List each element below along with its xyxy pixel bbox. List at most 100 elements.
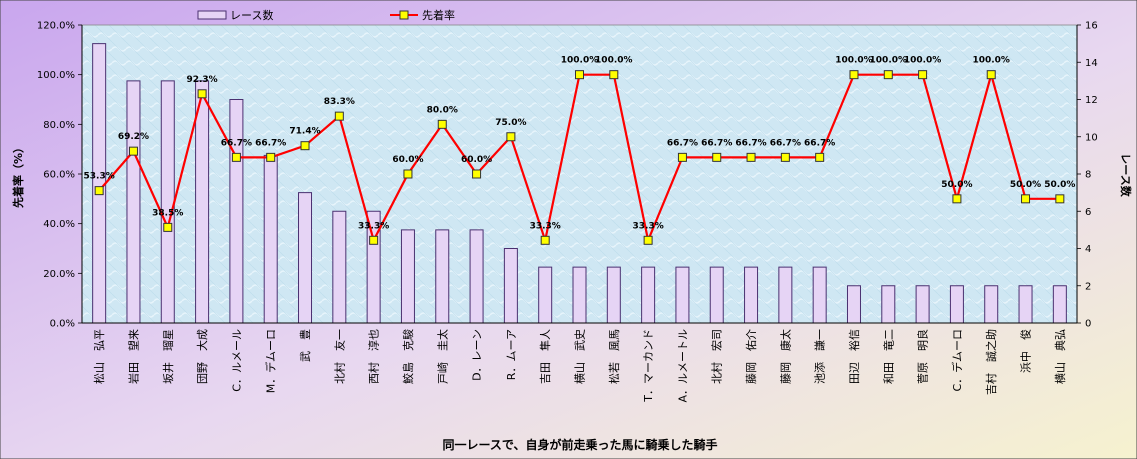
bar <box>195 80 210 324</box>
bar <box>641 266 656 324</box>
data-label: 75.0% <box>495 118 526 128</box>
left-axis-tick-label: 0.0% <box>50 319 75 330</box>
bar <box>812 266 827 324</box>
line-point <box>197 89 207 99</box>
right-axis-tick-label: 14 <box>1085 58 1098 69</box>
line-point <box>780 152 790 162</box>
bar <box>126 80 141 324</box>
x-tick-label: 松若 風馬 <box>607 329 621 384</box>
x-tick-label: 鮫島 克駿 <box>401 329 415 384</box>
left-axis-tick-label: 40.0% <box>43 219 75 230</box>
data-label: 60.0% <box>461 155 492 165</box>
data-label: 33.3% <box>530 221 561 231</box>
line-point <box>883 70 893 80</box>
bar <box>92 43 107 324</box>
x-axis: 松山 弘平 岩田 望来 坂井 瑠星 団野 大成 C．ルメール M．デムーロ 武 豊 北村 友一… <box>82 322 1077 403</box>
right-axis: 0 2 4 6 8 10 12 14 16 <box>1076 21 1098 330</box>
line-point <box>266 152 276 162</box>
data-label: 66.7% <box>804 138 835 148</box>
x-tick-label: A．ルメートル <box>676 329 689 403</box>
x-tick-label: 池添 謙一 <box>813 329 827 384</box>
data-label: 33.3% <box>358 221 389 231</box>
bar <box>984 285 999 324</box>
legend: レース数 先着率 <box>197 8 455 22</box>
left-axis: 0.0% 20.0% 40.0% 60.0% 80.0% 100.0% 120.0% <box>37 21 83 330</box>
line-point <box>677 152 687 162</box>
line-point <box>746 152 756 162</box>
line-point <box>1021 194 1031 204</box>
x-tick-label: 坂井 瑠星 <box>161 329 175 384</box>
x-tick-label: 田辺 裕信 <box>848 329 861 384</box>
legend-line-label: 先着率 <box>422 8 455 22</box>
line-point <box>163 222 173 232</box>
data-label: 66.7% <box>735 138 766 148</box>
legend-bar-swatch <box>197 10 227 20</box>
left-axis-tick-label: 80.0% <box>43 120 75 131</box>
x-tick-label: 岩田 望来 <box>126 329 140 384</box>
right-axis-tick-label: 4 <box>1085 244 1091 255</box>
bar <box>572 266 587 324</box>
x-tick-label: 団野 大成 <box>195 329 209 384</box>
x-tick-label: C．ルメール <box>230 329 243 392</box>
left-axis-title: 先着率（%） <box>11 142 25 208</box>
x-axis-title: 同一レースで、自身が前走乗った馬に騎乗した騎手 <box>443 437 718 452</box>
data-label: 66.7% <box>255 138 286 148</box>
left-axis-tick-label: 120.0% <box>37 21 75 32</box>
line-point <box>334 111 344 121</box>
data-label: 100.0% <box>835 56 873 66</box>
x-tick-label: 戸崎 圭太 <box>435 329 449 384</box>
x-tick-label: R．ムーア <box>505 329 518 380</box>
line-point <box>369 235 379 245</box>
data-label: 50.0% <box>1010 180 1041 190</box>
x-tick-label: 菅原 明良 <box>916 329 930 384</box>
data-label: 100.0% <box>904 56 942 66</box>
line-point <box>575 70 584 80</box>
right-axis-title: レース数 <box>1119 153 1133 197</box>
line-point <box>643 235 653 245</box>
data-label: 38.5% <box>152 208 183 218</box>
line-point <box>712 152 722 162</box>
line-point <box>849 70 859 80</box>
data-label: 80.0% <box>427 105 458 115</box>
x-tick-label: 藤岡 康太 <box>778 329 792 384</box>
data-label: 71.4% <box>289 127 320 137</box>
data-label: 100.0% <box>595 56 633 66</box>
line-series: 53.3%69.2%38.5%92.3%66.7% 66.7%71.4%83.3%… <box>84 56 1075 245</box>
bar-series <box>92 43 1067 324</box>
data-label: 92.3% <box>186 75 217 85</box>
data-label: 100.0% <box>972 56 1010 66</box>
bar <box>229 99 244 324</box>
line-point <box>506 132 516 142</box>
bar <box>1018 285 1033 324</box>
line-point <box>918 70 928 80</box>
bar <box>915 285 930 324</box>
data-label: 83.3% <box>324 97 355 107</box>
x-tick-label: T．マーカンド <box>642 329 655 403</box>
line-point <box>472 169 482 179</box>
x-tick-label: 和田 竜二 <box>881 329 895 384</box>
x-tick-label: M．デムーロ <box>264 329 278 393</box>
data-label: 66.7% <box>667 138 698 148</box>
x-tick-label: 吉村 誠之助 <box>984 329 998 395</box>
x-tick-label: 北村 友一 <box>332 329 346 384</box>
x-tick-label: 西村 淳也 <box>367 329 381 384</box>
data-label: 66.7% <box>770 138 801 148</box>
data-label: 33.3% <box>633 221 664 231</box>
line-point <box>952 194 962 204</box>
x-tick-label: 浜中 俊 <box>1019 329 1033 373</box>
line-point <box>437 119 447 129</box>
data-label: 50.0% <box>1044 180 1075 190</box>
left-axis-tick-label: 60.0% <box>43 170 75 181</box>
bar <box>606 266 621 324</box>
right-axis-tick-label: 2 <box>1085 281 1091 292</box>
bar <box>675 266 690 324</box>
x-tick-label: C．デムーロ <box>950 329 964 391</box>
right-axis-tick-label: 12 <box>1085 95 1098 106</box>
data-label: 66.7% <box>701 138 732 148</box>
data-label: 100.0% <box>561 56 599 66</box>
x-tick-label: 横山 典弘 <box>1053 329 1067 384</box>
line-point <box>609 70 619 80</box>
bar <box>1052 285 1067 324</box>
x-tick-label: 横山 武史 <box>573 329 587 384</box>
